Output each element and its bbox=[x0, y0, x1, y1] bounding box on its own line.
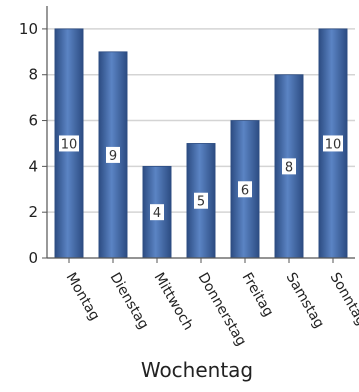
data-label-value: 4 bbox=[153, 206, 161, 221]
y-tick-label: 6 bbox=[28, 112, 38, 130]
y-tick-label: 8 bbox=[28, 66, 38, 84]
x-tick-label: Samstag bbox=[283, 270, 328, 331]
y-tick-label: 0 bbox=[28, 249, 38, 267]
x-tick-label: Sonntag bbox=[327, 270, 359, 328]
x-axis-title: Wochentag bbox=[141, 358, 253, 382]
x-tick-label: Freitag bbox=[239, 270, 277, 320]
data-label-box bbox=[59, 135, 79, 152]
data-label-value: 9 bbox=[109, 149, 117, 164]
data-labels: 10 9 4 5 6 8 10 bbox=[59, 135, 343, 221]
data-label: 5 bbox=[194, 192, 208, 210]
x-tick-label: Montag bbox=[63, 270, 103, 323]
bars bbox=[54, 28, 348, 259]
y-tick-label: 4 bbox=[28, 157, 38, 175]
y-tick-label: 10 bbox=[19, 20, 38, 38]
y-tick-label: 2 bbox=[28, 203, 38, 221]
data-label-box bbox=[194, 192, 208, 209]
data-label: 10 bbox=[323, 135, 343, 152]
data-label-value: 5 bbox=[197, 195, 205, 210]
data-label-box bbox=[282, 158, 296, 175]
x-tick-label: Dienstag bbox=[107, 270, 152, 332]
data-label-box bbox=[238, 181, 252, 198]
data-label: 10 bbox=[59, 135, 79, 152]
data-label: 6 bbox=[238, 181, 252, 198]
x-tick-label: Mittwoch bbox=[151, 270, 197, 333]
data-label-value: 10 bbox=[325, 137, 342, 152]
data-label: 8 bbox=[282, 158, 296, 175]
data-label-box bbox=[323, 135, 343, 152]
data-label: 4 bbox=[150, 204, 164, 221]
data-label-value: 6 bbox=[241, 183, 249, 198]
axes bbox=[42, 6, 355, 263]
data-label-value: 8 bbox=[285, 160, 293, 175]
data-label: 9 bbox=[106, 146, 120, 164]
grid-lines bbox=[47, 28, 355, 213]
data-label-box bbox=[150, 204, 164, 221]
data-label-box bbox=[106, 146, 120, 163]
data-label-value: 10 bbox=[61, 137, 78, 152]
